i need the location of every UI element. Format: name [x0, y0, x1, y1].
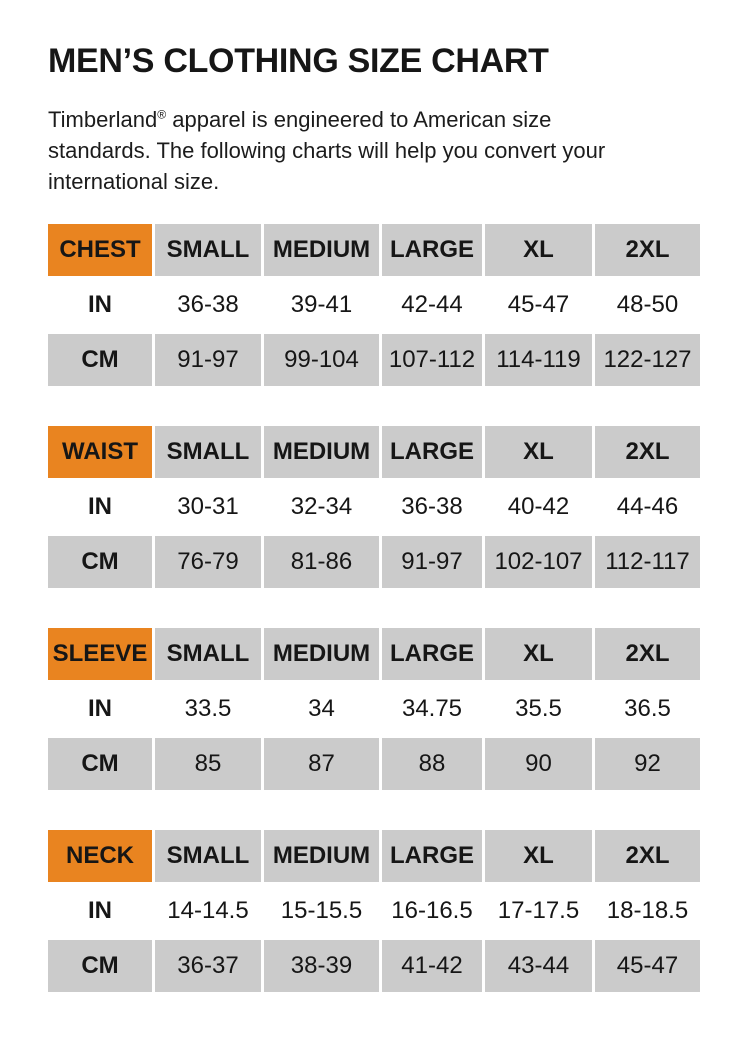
size-value: 122-127 [595, 334, 700, 386]
brand-name: Timberland [48, 107, 158, 132]
size-col-header-large: LARGE [382, 830, 482, 882]
size-value: 92 [595, 738, 700, 790]
size-col-header-xl: XL [485, 830, 592, 882]
size-value: 112-117 [595, 536, 700, 588]
size-value: 114-119 [485, 334, 592, 386]
size-col-header-small: SMALL [155, 224, 261, 276]
size-value: 33.5 [184, 695, 232, 722]
size-value: 17-17.5 [497, 897, 580, 924]
size-value: 14-14.5 [167, 897, 249, 924]
size-value: 39-41 [290, 291, 353, 318]
size-value: 36-38 [401, 493, 463, 520]
table-label-sleeve: SLEEVE [48, 628, 152, 680]
size-value: 87 [264, 738, 379, 790]
size-col-header-xl: XL [485, 628, 592, 680]
intro-text: Timberland® apparel is engineered to Ame… [48, 104, 703, 197]
size-value: 15-15.5 [280, 897, 363, 924]
size-value: 40-42 [507, 493, 570, 520]
size-col-header-medium: MEDIUM [264, 426, 379, 478]
size-table-waist: WAIST SMALL MEDIUM LARGE XL 2XL IN 30-31… [48, 426, 703, 588]
unit-label-in: IN [88, 897, 112, 924]
size-value: 34 [308, 695, 335, 722]
size-value: 41-42 [382, 940, 482, 992]
size-col-header-medium: MEDIUM [264, 224, 379, 276]
table-label-waist: WAIST [48, 426, 152, 478]
size-col-header-2xl: 2XL [595, 628, 700, 680]
size-col-header-medium: MEDIUM [264, 830, 379, 882]
size-value: 76-79 [155, 536, 261, 588]
table-label-chest: CHEST [48, 224, 152, 276]
unit-label-cm: CM [48, 334, 152, 386]
size-value: 45-47 [595, 940, 700, 992]
size-value: 88 [382, 738, 482, 790]
size-value: 35.5 [515, 695, 562, 722]
size-table-chest: CHEST SMALL MEDIUM LARGE XL 2XL IN 36-38… [48, 224, 703, 386]
size-col-header-2xl: 2XL [595, 830, 700, 882]
size-col-header-large: LARGE [382, 224, 482, 276]
size-value: 81-86 [264, 536, 379, 588]
size-value: 30-31 [177, 493, 239, 520]
intro-line-2: standards. The following charts will hel… [48, 138, 606, 163]
unit-label-cm: CM [48, 940, 152, 992]
size-value: 99-104 [264, 334, 379, 386]
size-value: 85 [155, 738, 261, 790]
size-col-header-2xl: 2XL [595, 224, 700, 276]
size-value: 42-44 [401, 291, 463, 318]
size-table-sleeve: SLEEVE SMALL MEDIUM LARGE XL 2XL IN 33.5… [48, 628, 703, 790]
size-value: 38-39 [264, 940, 379, 992]
size-value: 48-50 [616, 291, 679, 318]
intro-line-3: international size. [48, 169, 220, 194]
table-label-neck: NECK [48, 830, 152, 882]
size-col-header-xl: XL [485, 426, 592, 478]
size-value: 34.75 [401, 695, 463, 722]
size-col-header-large: LARGE [382, 426, 482, 478]
size-col-header-medium: MEDIUM [264, 628, 379, 680]
unit-label-in: IN [88, 695, 112, 722]
intro-line-1-rest: apparel is engineered to American size [166, 107, 552, 132]
size-value: 44-46 [616, 493, 679, 520]
size-value: 36-37 [155, 940, 261, 992]
size-value: 36.5 [624, 695, 671, 722]
size-value: 91-97 [382, 536, 482, 588]
unit-label-cm: CM [48, 738, 152, 790]
size-col-header-xl: XL [485, 224, 592, 276]
size-col-header-large: LARGE [382, 628, 482, 680]
size-col-header-small: SMALL [155, 426, 261, 478]
unit-label-in: IN [88, 291, 112, 318]
size-col-header-small: SMALL [155, 830, 261, 882]
size-value: 90 [485, 738, 592, 790]
unit-label-cm: CM [48, 536, 152, 588]
unit-label-in: IN [88, 493, 112, 520]
page-title: MEN’S CLOTHING SIZE CHART [48, 42, 549, 80]
size-value: 45-47 [507, 291, 570, 318]
registered-trademark-symbol: ® [157, 107, 167, 122]
size-value: 91-97 [155, 334, 261, 386]
size-value: 18-18.5 [606, 897, 689, 924]
size-col-header-small: SMALL [155, 628, 261, 680]
size-value: 102-107 [485, 536, 592, 588]
size-table-neck: NECK SMALL MEDIUM LARGE XL 2XL IN 14-14.… [48, 830, 703, 992]
size-value: 43-44 [485, 940, 592, 992]
size-chart-page: MEN’S CLOTHING SIZE CHART Timberland® ap… [48, 42, 703, 992]
intro-line-1: Timberland® apparel is engineered to Ame… [48, 104, 703, 135]
size-col-header-2xl: 2XL [595, 426, 700, 478]
size-value: 36-38 [177, 291, 239, 318]
size-value: 16-16.5 [391, 897, 473, 924]
size-value: 32-34 [290, 493, 353, 520]
size-value: 107-112 [382, 334, 482, 386]
